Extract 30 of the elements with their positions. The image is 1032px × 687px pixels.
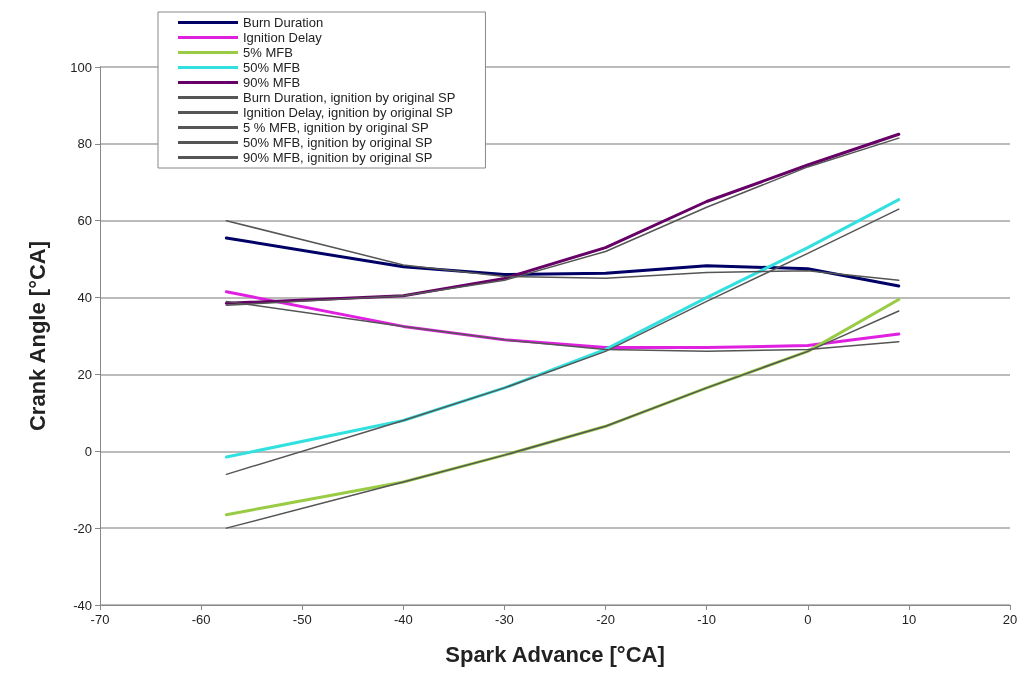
x-tick-label: 10 [901,612,917,627]
x-tick-label: -60 [191,612,211,627]
x-axis-title: Spark Advance [°CA] [445,641,665,667]
x-tick-label: -50 [292,612,312,627]
legend-label: 50% MFB, ignition by original SP [243,135,433,150]
x-tick-label: -30 [495,612,514,627]
y-tick-label: -20 [73,520,92,536]
legend-label: Burn Duration, ignition by original SP [243,90,456,105]
y-tick-label: 0 [84,443,92,459]
legend-label: 5 % MFB, ignition by original SP [243,120,429,135]
y-tick-label: 100 [70,59,92,75]
x-tick-label: -20 [596,612,615,627]
x-tick-label: -10 [697,612,717,627]
y-tick-label: 40 [77,290,92,306]
legend-label: Ignition Delay [243,30,323,45]
x-tick-label: 20 [1002,612,1018,627]
x-tick-label: -40 [393,612,413,627]
legend-label: 50% MFB [243,60,301,75]
legend-label: Ignition Delay, ignition by original SP [243,105,454,120]
y-tick-label: -40 [73,597,92,613]
y-tick-label: 20 [77,366,92,382]
y-tick-label: 60 [77,213,92,229]
x-tick-label: -70 [90,612,110,627]
x-tick-label: 0 [804,612,812,627]
legend-label: 90% MFB, ignition by original SP [243,150,433,165]
y-axis-title: Crank Angle [°CA] [24,240,50,432]
legend-label: 5% MFB [243,45,293,60]
y-tick-label: 80 [77,136,92,152]
legend-label: 90% MFB [243,75,301,90]
legend-label: Burn Duration [243,15,324,30]
